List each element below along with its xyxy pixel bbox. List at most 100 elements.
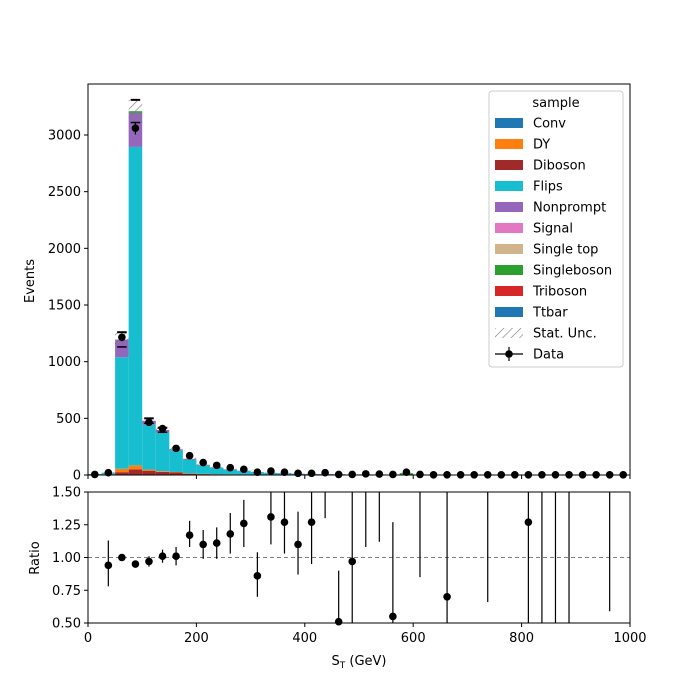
data-point <box>334 470 343 479</box>
x-tick-label: 0 <box>84 631 92 646</box>
x-tick-label: 400 <box>292 631 317 646</box>
bar-diboson <box>155 471 170 475</box>
ratio-y-tick-label: 0.75 <box>52 584 81 599</box>
ratio-point <box>240 519 248 528</box>
x-tick-label: 200 <box>184 631 209 646</box>
legend-signal-label: Signal <box>533 222 573 237</box>
ratio-point <box>226 530 235 538</box>
bar-flips <box>115 357 129 469</box>
legend-flips-label: Flips <box>533 180 563 195</box>
x-tick-label: 800 <box>509 631 534 646</box>
data-point <box>294 469 302 478</box>
ratio-y-tick-label: 1.50 <box>52 486 81 501</box>
legend-stat-unc-label: Stat. Unc. <box>533 327 597 342</box>
bar-diboson <box>182 473 197 475</box>
y-tick-label: 1000 <box>48 355 81 370</box>
legend-conv-swatch <box>495 118 523 128</box>
ratio-point <box>348 557 357 566</box>
y-axis-label-events: Events <box>23 259 38 303</box>
ratio-y-tick-label: 0.50 <box>52 617 81 632</box>
ratio-point <box>104 561 113 570</box>
bar-diboson <box>169 472 183 475</box>
legend-data-marker <box>505 350 513 358</box>
ratio-y-tick-label: 1.00 <box>52 551 81 566</box>
bar-diboson <box>142 470 156 475</box>
x-tick-label: 1000 <box>613 631 646 646</box>
bar-flips <box>155 432 170 472</box>
data-point <box>90 470 99 479</box>
bar-dy <box>169 471 183 473</box>
legend-single-top-swatch <box>495 244 523 254</box>
bar-diboson <box>115 472 129 475</box>
data-point <box>145 418 153 427</box>
data-point <box>307 469 316 478</box>
legend-triboson-label: Triboson <box>532 285 587 300</box>
ratio-point <box>307 518 316 526</box>
bar-flips <box>209 467 224 475</box>
data-point <box>212 461 221 470</box>
x-tick-label: 600 <box>401 631 426 646</box>
ratio-point <box>172 552 180 560</box>
bar-dy <box>115 468 129 473</box>
legend-signal-swatch <box>495 223 523 233</box>
data-point <box>416 470 424 479</box>
legend-single-top-label: Single top <box>533 243 598 258</box>
bar-flips <box>223 469 238 475</box>
ratio-point <box>524 518 533 526</box>
y-tick-label: 500 <box>56 412 81 427</box>
y-tick-label: 1500 <box>48 299 81 314</box>
legend-ttbar-label: Ttbar <box>532 306 568 321</box>
legend-ttbar-swatch <box>495 307 523 317</box>
ratio-point <box>294 540 302 549</box>
bar-flips <box>128 146 143 466</box>
legend-nonprompt-label: Nonprompt <box>533 201 606 216</box>
legend-singleboson-label: Singleboson <box>533 264 612 279</box>
bar-flips <box>196 465 210 474</box>
legend-title: sample <box>532 96 579 111</box>
ratio-point <box>158 552 167 560</box>
data-point <box>172 444 180 453</box>
legend: sample Conv DY Diboson Flips Nonprompt Signal S… <box>488 90 624 368</box>
data-point <box>131 124 140 132</box>
ratio-point <box>253 572 262 580</box>
data-point <box>361 470 370 478</box>
bar-flips <box>169 450 183 472</box>
data-point <box>226 463 235 472</box>
ratio-point <box>199 540 207 549</box>
ratio-point <box>334 617 343 626</box>
ratio-point <box>185 531 194 540</box>
ratio-point <box>212 539 221 547</box>
legend-dy-label: DY <box>533 138 550 153</box>
ratio-point <box>131 560 140 568</box>
bar-dy <box>142 469 156 471</box>
ratio-point <box>267 513 275 521</box>
y-tick-label: 2000 <box>48 242 81 257</box>
legend-triboson-swatch <box>495 286 523 296</box>
legend-diboson-swatch <box>495 160 523 170</box>
legend-dy-swatch <box>495 139 523 149</box>
data-point <box>375 470 384 478</box>
legend-conv-label: Conv <box>533 117 566 132</box>
legend-singleboson-swatch <box>495 265 523 275</box>
data-point <box>199 458 207 467</box>
legend-stat-unc-swatch <box>495 328 523 338</box>
main-plot-frame <box>87 83 631 476</box>
y-tick-label: 3000 <box>48 129 81 144</box>
data-point <box>402 468 411 476</box>
legend-diboson-label: Diboson <box>533 159 586 174</box>
x-axis-label: ST (GeV) <box>331 654 386 671</box>
data-point <box>185 451 194 460</box>
ratio-point <box>118 553 126 562</box>
y-axis-label-ratio: Ratio <box>28 541 43 574</box>
data-point <box>348 470 357 479</box>
data-point <box>158 424 167 433</box>
data-point <box>267 467 275 475</box>
data-point <box>253 468 262 476</box>
ratio-point <box>280 518 289 526</box>
data-point <box>389 470 397 479</box>
ratio-point <box>443 593 451 601</box>
legend-data-label: Data <box>533 348 564 363</box>
y-tick-label: 0 <box>73 469 81 484</box>
bar-dy <box>128 465 143 470</box>
